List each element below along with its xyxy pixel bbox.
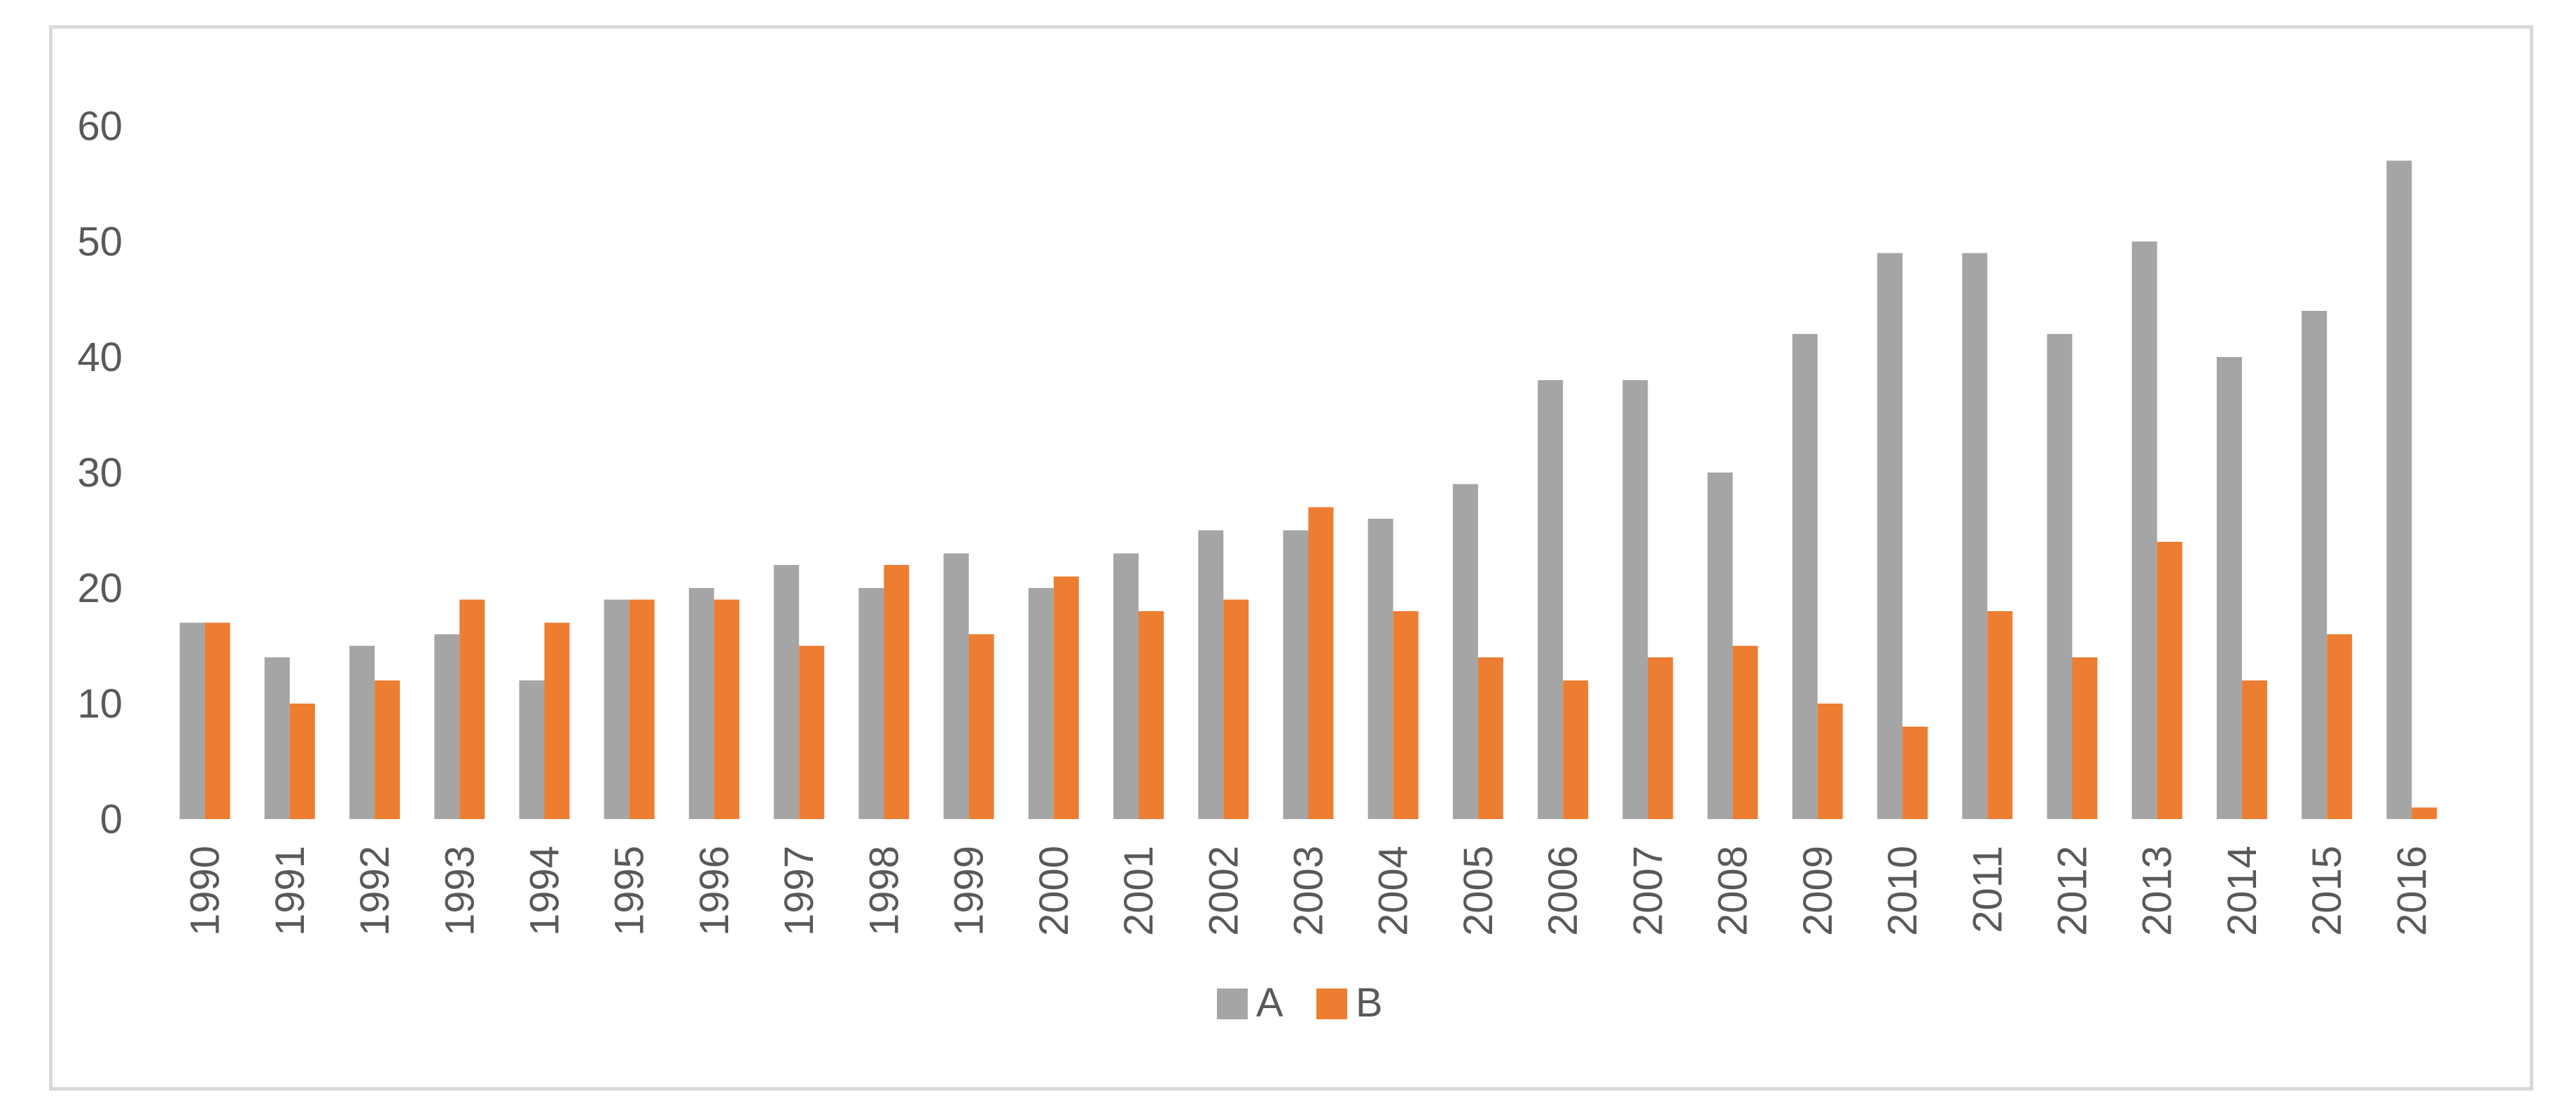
bar-A-2010 <box>1877 253 1903 819</box>
x-tick-label: 1994 <box>522 846 568 936</box>
bar-B-2002 <box>1223 599 1249 819</box>
bar-B-2012 <box>2072 657 2098 819</box>
bar-B-1994 <box>544 622 570 819</box>
bar-B-2003 <box>1308 507 1334 819</box>
bar-A-1992 <box>349 645 375 819</box>
bar-A-2002 <box>1198 530 1224 819</box>
bar-A-2016 <box>2386 160 2412 819</box>
bar-B-2005 <box>1477 657 1503 819</box>
x-tick-label: 1997 <box>777 846 822 936</box>
x-tick-label: 2015 <box>2304 846 2350 936</box>
bar-A-2004 <box>1367 519 1393 819</box>
x-axis: 1990 1991 1992 1993 1994 1995 1996 1997 1998 1999… <box>183 846 2435 936</box>
bar-A-1998 <box>858 588 884 819</box>
bars <box>179 160 2437 819</box>
y-tick-label: 10 <box>77 681 123 727</box>
bar-A-2011 <box>1962 253 1988 819</box>
x-tick-label: 1999 <box>947 846 992 936</box>
bar-B-2008 <box>1732 645 1758 819</box>
bar-A-2009 <box>1792 334 1818 819</box>
bar-B-1996 <box>713 599 739 819</box>
x-tick-label: 1991 <box>267 846 313 936</box>
bar-B-2009 <box>1817 704 1843 819</box>
x-tick-label: 1992 <box>352 846 398 936</box>
bar-A-2007 <box>1622 380 1648 819</box>
x-tick-label: 2011 <box>1965 846 2010 933</box>
bar-B-1997 <box>799 645 825 819</box>
bar-A-2005 <box>1452 484 1478 819</box>
bar-A-2008 <box>1707 473 1733 819</box>
y-tick-label: 0 <box>100 797 123 842</box>
legend-swatch-A <box>1217 988 1248 1019</box>
x-tick-label: 1995 <box>607 846 653 936</box>
bar-A-2013 <box>2131 242 2157 819</box>
x-tick-label: 1993 <box>437 846 482 936</box>
x-tick-label: 2003 <box>1286 846 1332 936</box>
x-tick-label: 2005 <box>1456 846 1501 936</box>
bar-A-1995 <box>604 599 629 819</box>
bar-A-2006 <box>1538 380 1564 819</box>
bar-A-1994 <box>519 680 545 819</box>
bar-B-2013 <box>2157 542 2182 819</box>
bar-B-2004 <box>1393 611 1419 819</box>
bar-B-1993 <box>459 599 485 819</box>
bar-B-2000 <box>1053 576 1079 819</box>
legend-label-A: A <box>1256 980 1283 1026</box>
bar-B-1991 <box>289 704 315 819</box>
bar-B-1995 <box>629 599 655 819</box>
bar-B-1998 <box>884 565 910 819</box>
x-tick-label: 2012 <box>2050 846 2096 936</box>
bar-B-1992 <box>375 680 401 819</box>
bar-B-2016 <box>2411 807 2437 819</box>
x-tick-label: 1996 <box>692 846 737 936</box>
x-tick-label: 2007 <box>1625 846 1671 936</box>
x-tick-label: 2014 <box>2220 846 2265 936</box>
legend-swatch-B <box>1316 988 1347 1019</box>
bar-A-1999 <box>943 553 969 819</box>
bar-A-1996 <box>688 588 714 819</box>
bar-A-2001 <box>1113 553 1139 819</box>
bar-A-2012 <box>2047 334 2073 819</box>
bar-A-2015 <box>2302 311 2327 819</box>
x-tick-label: 2013 <box>2135 846 2180 936</box>
y-tick-label: 20 <box>77 566 123 611</box>
x-tick-label: 2004 <box>1371 846 1416 936</box>
x-tick-label: 1990 <box>183 846 228 936</box>
y-tick-label: 40 <box>77 335 123 380</box>
x-tick-label: 2001 <box>1116 846 1162 936</box>
bar-B-2014 <box>2241 680 2267 819</box>
bar-B-2006 <box>1563 680 1589 819</box>
bar-A-2000 <box>1028 588 1054 819</box>
x-tick-label: 2010 <box>1880 846 1926 936</box>
x-tick-label: 2002 <box>1201 846 1246 936</box>
bar-B-2010 <box>1902 727 1928 819</box>
bar-B-2007 <box>1648 657 1673 819</box>
bar-A-2014 <box>2216 357 2242 819</box>
bar-B-1999 <box>968 634 994 819</box>
x-tick-label: 2006 <box>1540 846 1586 936</box>
bar-A-1997 <box>774 565 800 819</box>
bar-A-1991 <box>264 657 290 819</box>
legend-label-B: B <box>1356 980 1383 1026</box>
x-tick-label: 1998 <box>861 846 907 936</box>
bar-A-1993 <box>434 634 460 819</box>
x-tick-label: 2009 <box>1795 846 1841 936</box>
x-tick-label: 2016 <box>2389 846 2435 936</box>
y-tick-label: 30 <box>77 450 123 496</box>
bar-B-1990 <box>204 622 230 819</box>
bar-B-2001 <box>1139 611 1164 819</box>
y-tick-label: 50 <box>77 219 123 265</box>
bar-A-1990 <box>179 622 205 819</box>
bar-B-2011 <box>1987 611 2013 819</box>
bar-B-2015 <box>2327 634 2353 819</box>
y-axis: 0 10 20 30 40 50 60 <box>77 104 123 842</box>
x-tick-label: 2008 <box>1711 846 1756 936</box>
y-tick-label: 60 <box>77 104 123 149</box>
x-tick-label: 2000 <box>1031 846 1077 936</box>
bar-A-2003 <box>1283 530 1309 819</box>
